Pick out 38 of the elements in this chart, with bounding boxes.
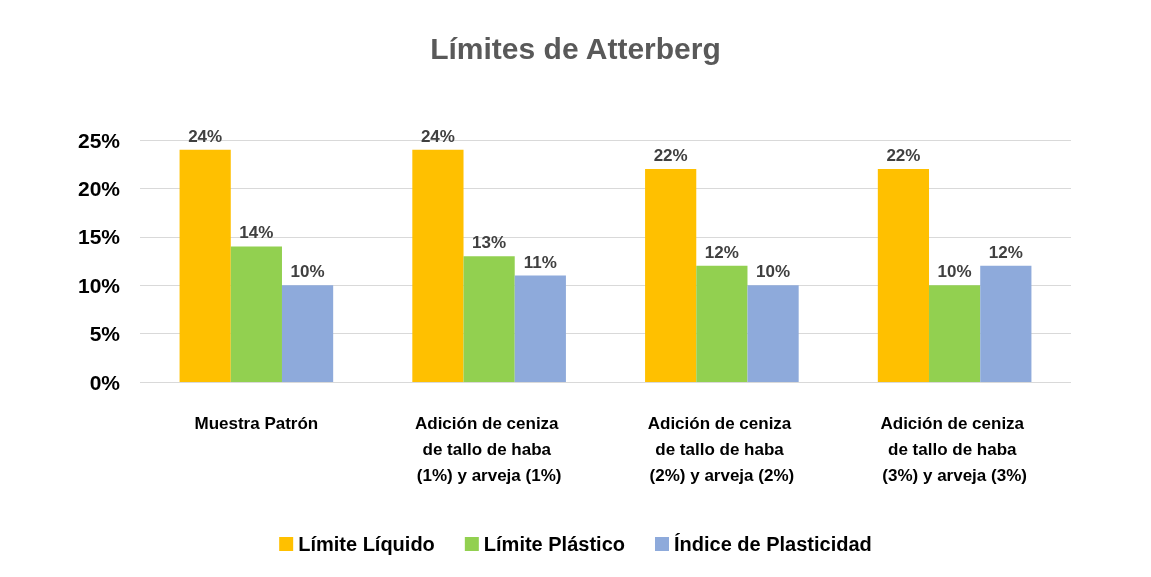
y-tick-label: 0% — [89, 370, 121, 394]
bar — [929, 285, 981, 382]
y-tick-label: 5% — [89, 322, 121, 346]
data-label: 24% — [188, 126, 223, 146]
legend-label: Índice de Plasticidad — [673, 533, 872, 555]
data-label: 10% — [290, 262, 325, 282]
data-label: 11% — [523, 252, 557, 272]
data-label: 22% — [886, 146, 921, 166]
x-tick-label: Adición de ceniza de tallo de haba (2%) y arveja (2%) — [647, 413, 797, 485]
y-tick-label: 25% — [77, 128, 121, 152]
x-tick-label: Adición de ceniza de tallo de haba (1%) y arveja (1%) — [414, 413, 564, 485]
bar — [877, 169, 930, 382]
bar — [179, 149, 231, 382]
bar — [463, 256, 515, 382]
data-label: 22% — [653, 146, 688, 166]
bar — [645, 169, 697, 382]
data-label: 14% — [239, 223, 274, 243]
data-label: 12% — [988, 242, 1023, 262]
bar — [281, 285, 334, 382]
data-label: 24% — [420, 126, 455, 146]
bar — [230, 246, 282, 382]
bar — [412, 149, 464, 382]
bar — [514, 275, 566, 382]
legend-label: Límite Líquido — [298, 533, 435, 555]
y-tick-label: 15% — [77, 225, 121, 249]
chart-title: Límites de Atterberg — [430, 31, 721, 65]
y-tick-label: 20% — [77, 176, 121, 200]
bar — [980, 265, 1032, 382]
x-tick-label: Muestra Patrón — [194, 413, 319, 433]
data-label: 13% — [472, 233, 507, 253]
legend-label: Límite Plástico — [483, 533, 625, 555]
bar — [696, 265, 748, 382]
bar — [747, 285, 799, 382]
data-label: 10% — [937, 262, 972, 282]
x-tick-label: Adición de ceniza de tallo de haba (3%) y arveja (3%) — [880, 413, 1029, 485]
y-tick-label: 10% — [77, 273, 121, 297]
data-label: 12% — [704, 242, 739, 262]
data-label: 10% — [756, 262, 791, 282]
